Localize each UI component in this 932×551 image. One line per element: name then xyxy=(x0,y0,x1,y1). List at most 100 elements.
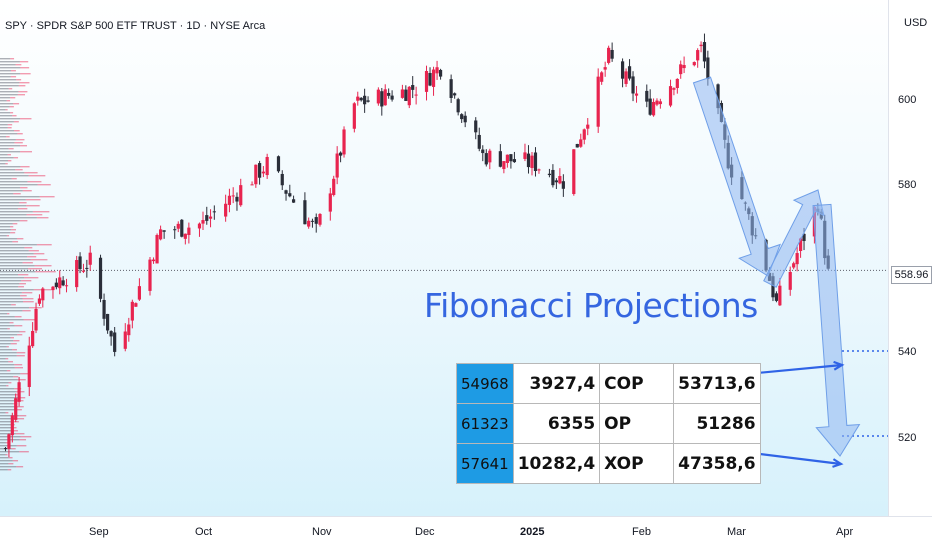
volume-bar xyxy=(26,205,40,207)
volume-bar xyxy=(14,316,22,318)
candle-body xyxy=(453,93,457,96)
candle-body xyxy=(505,154,509,163)
volume-bar xyxy=(0,331,20,333)
volume-bar xyxy=(0,145,21,147)
volume-bar xyxy=(26,214,43,216)
volume-bar xyxy=(0,109,6,111)
volume-bar xyxy=(16,445,27,447)
candle-body xyxy=(51,286,55,291)
volume-bar xyxy=(0,295,21,297)
volume-bar xyxy=(10,337,14,339)
volume-bar xyxy=(34,265,52,267)
fibonacci-projections-label: Fibonacci Projections xyxy=(424,286,758,325)
candle-body xyxy=(106,313,110,331)
volume-bar xyxy=(32,211,50,213)
volume-bar xyxy=(0,349,13,351)
volume-bar xyxy=(0,310,23,312)
volume-bar xyxy=(20,166,30,168)
volume-bar xyxy=(19,61,29,63)
volume-bar xyxy=(8,457,13,459)
volume-bar xyxy=(0,253,34,255)
volume-bar xyxy=(0,169,16,171)
volume-bar xyxy=(20,436,32,438)
candle-body xyxy=(788,271,792,290)
volume-bar xyxy=(0,397,18,399)
candle-body xyxy=(512,159,517,163)
volume-bar xyxy=(0,223,13,225)
candle-body xyxy=(81,270,86,272)
volume-bar xyxy=(0,265,35,267)
volume-bar xyxy=(10,112,14,114)
volume-bar xyxy=(22,298,34,300)
candle-body xyxy=(792,263,796,268)
candle-body xyxy=(631,76,635,94)
volume-bar xyxy=(33,253,45,255)
candle-body xyxy=(187,227,191,236)
candle-body xyxy=(627,66,632,79)
candle-body xyxy=(533,152,538,172)
candle-body xyxy=(771,276,775,298)
volume-bar xyxy=(36,244,52,246)
candle-body xyxy=(795,253,799,265)
volume-bar xyxy=(19,220,28,222)
volume-bar xyxy=(8,382,12,384)
candle-body xyxy=(359,97,363,101)
time-axis[interactable] xyxy=(0,516,932,551)
candle-body xyxy=(134,303,138,307)
volume-bar xyxy=(17,133,23,135)
volume-bar xyxy=(8,463,14,465)
candle-body xyxy=(498,151,502,167)
volume-bar xyxy=(19,118,32,120)
volume-bar xyxy=(20,295,27,297)
candle-body xyxy=(227,195,232,205)
chart-area[interactable] xyxy=(0,0,888,516)
candle-body xyxy=(75,260,79,288)
volume-bar xyxy=(0,115,13,117)
volume-bar xyxy=(8,361,14,363)
table-cell: 53713,6 xyxy=(673,363,761,404)
volume-bar xyxy=(21,280,32,282)
candle-body xyxy=(561,181,565,189)
candle-body xyxy=(530,155,534,168)
candle-body xyxy=(620,61,625,79)
volume-bar xyxy=(22,190,32,192)
candle-body xyxy=(41,288,45,301)
volume-bar xyxy=(0,352,17,354)
time-tick-oct: Oct xyxy=(195,526,213,538)
volume-bar xyxy=(6,100,11,102)
table-row: 54968 3927,4 COP 53713,6 xyxy=(456,363,761,404)
candle-body xyxy=(14,398,18,420)
volume-bar xyxy=(25,199,41,201)
volume-bar xyxy=(13,340,20,342)
candle-body xyxy=(201,220,205,224)
volume-bar xyxy=(0,382,9,384)
volume-bar xyxy=(20,151,32,153)
candle-body xyxy=(474,120,478,133)
volume-bar xyxy=(12,223,18,225)
fibonacci-table: 54968 3927,4 COP 53713,6 61323 6355 OP 5… xyxy=(456,363,761,484)
volume-bar xyxy=(0,193,14,195)
price-axis[interactable] xyxy=(888,0,932,516)
candle-body xyxy=(435,67,439,74)
volume-bar xyxy=(14,367,24,369)
price-tick-520: 520 xyxy=(898,432,917,444)
volume-bar xyxy=(0,340,14,342)
candle-body xyxy=(582,129,586,140)
volume-bar xyxy=(24,247,33,249)
volume-bar xyxy=(8,148,14,150)
candle-body xyxy=(310,220,315,222)
volume-bar xyxy=(0,121,14,123)
volume-bar xyxy=(0,355,17,357)
volume-bar xyxy=(0,304,12,306)
table-cell: 57641 xyxy=(456,443,514,484)
candle-body xyxy=(802,233,806,242)
candle-body xyxy=(335,153,339,178)
volume-bar xyxy=(20,145,27,147)
volume-bar xyxy=(14,364,23,366)
pointer-arrow-540-head xyxy=(833,360,845,371)
volume-bar xyxy=(11,448,16,450)
candle-body xyxy=(603,67,607,70)
candle-body xyxy=(231,195,235,197)
price-chart[interactable] xyxy=(0,0,888,516)
table-cell: 61323 xyxy=(456,403,514,444)
